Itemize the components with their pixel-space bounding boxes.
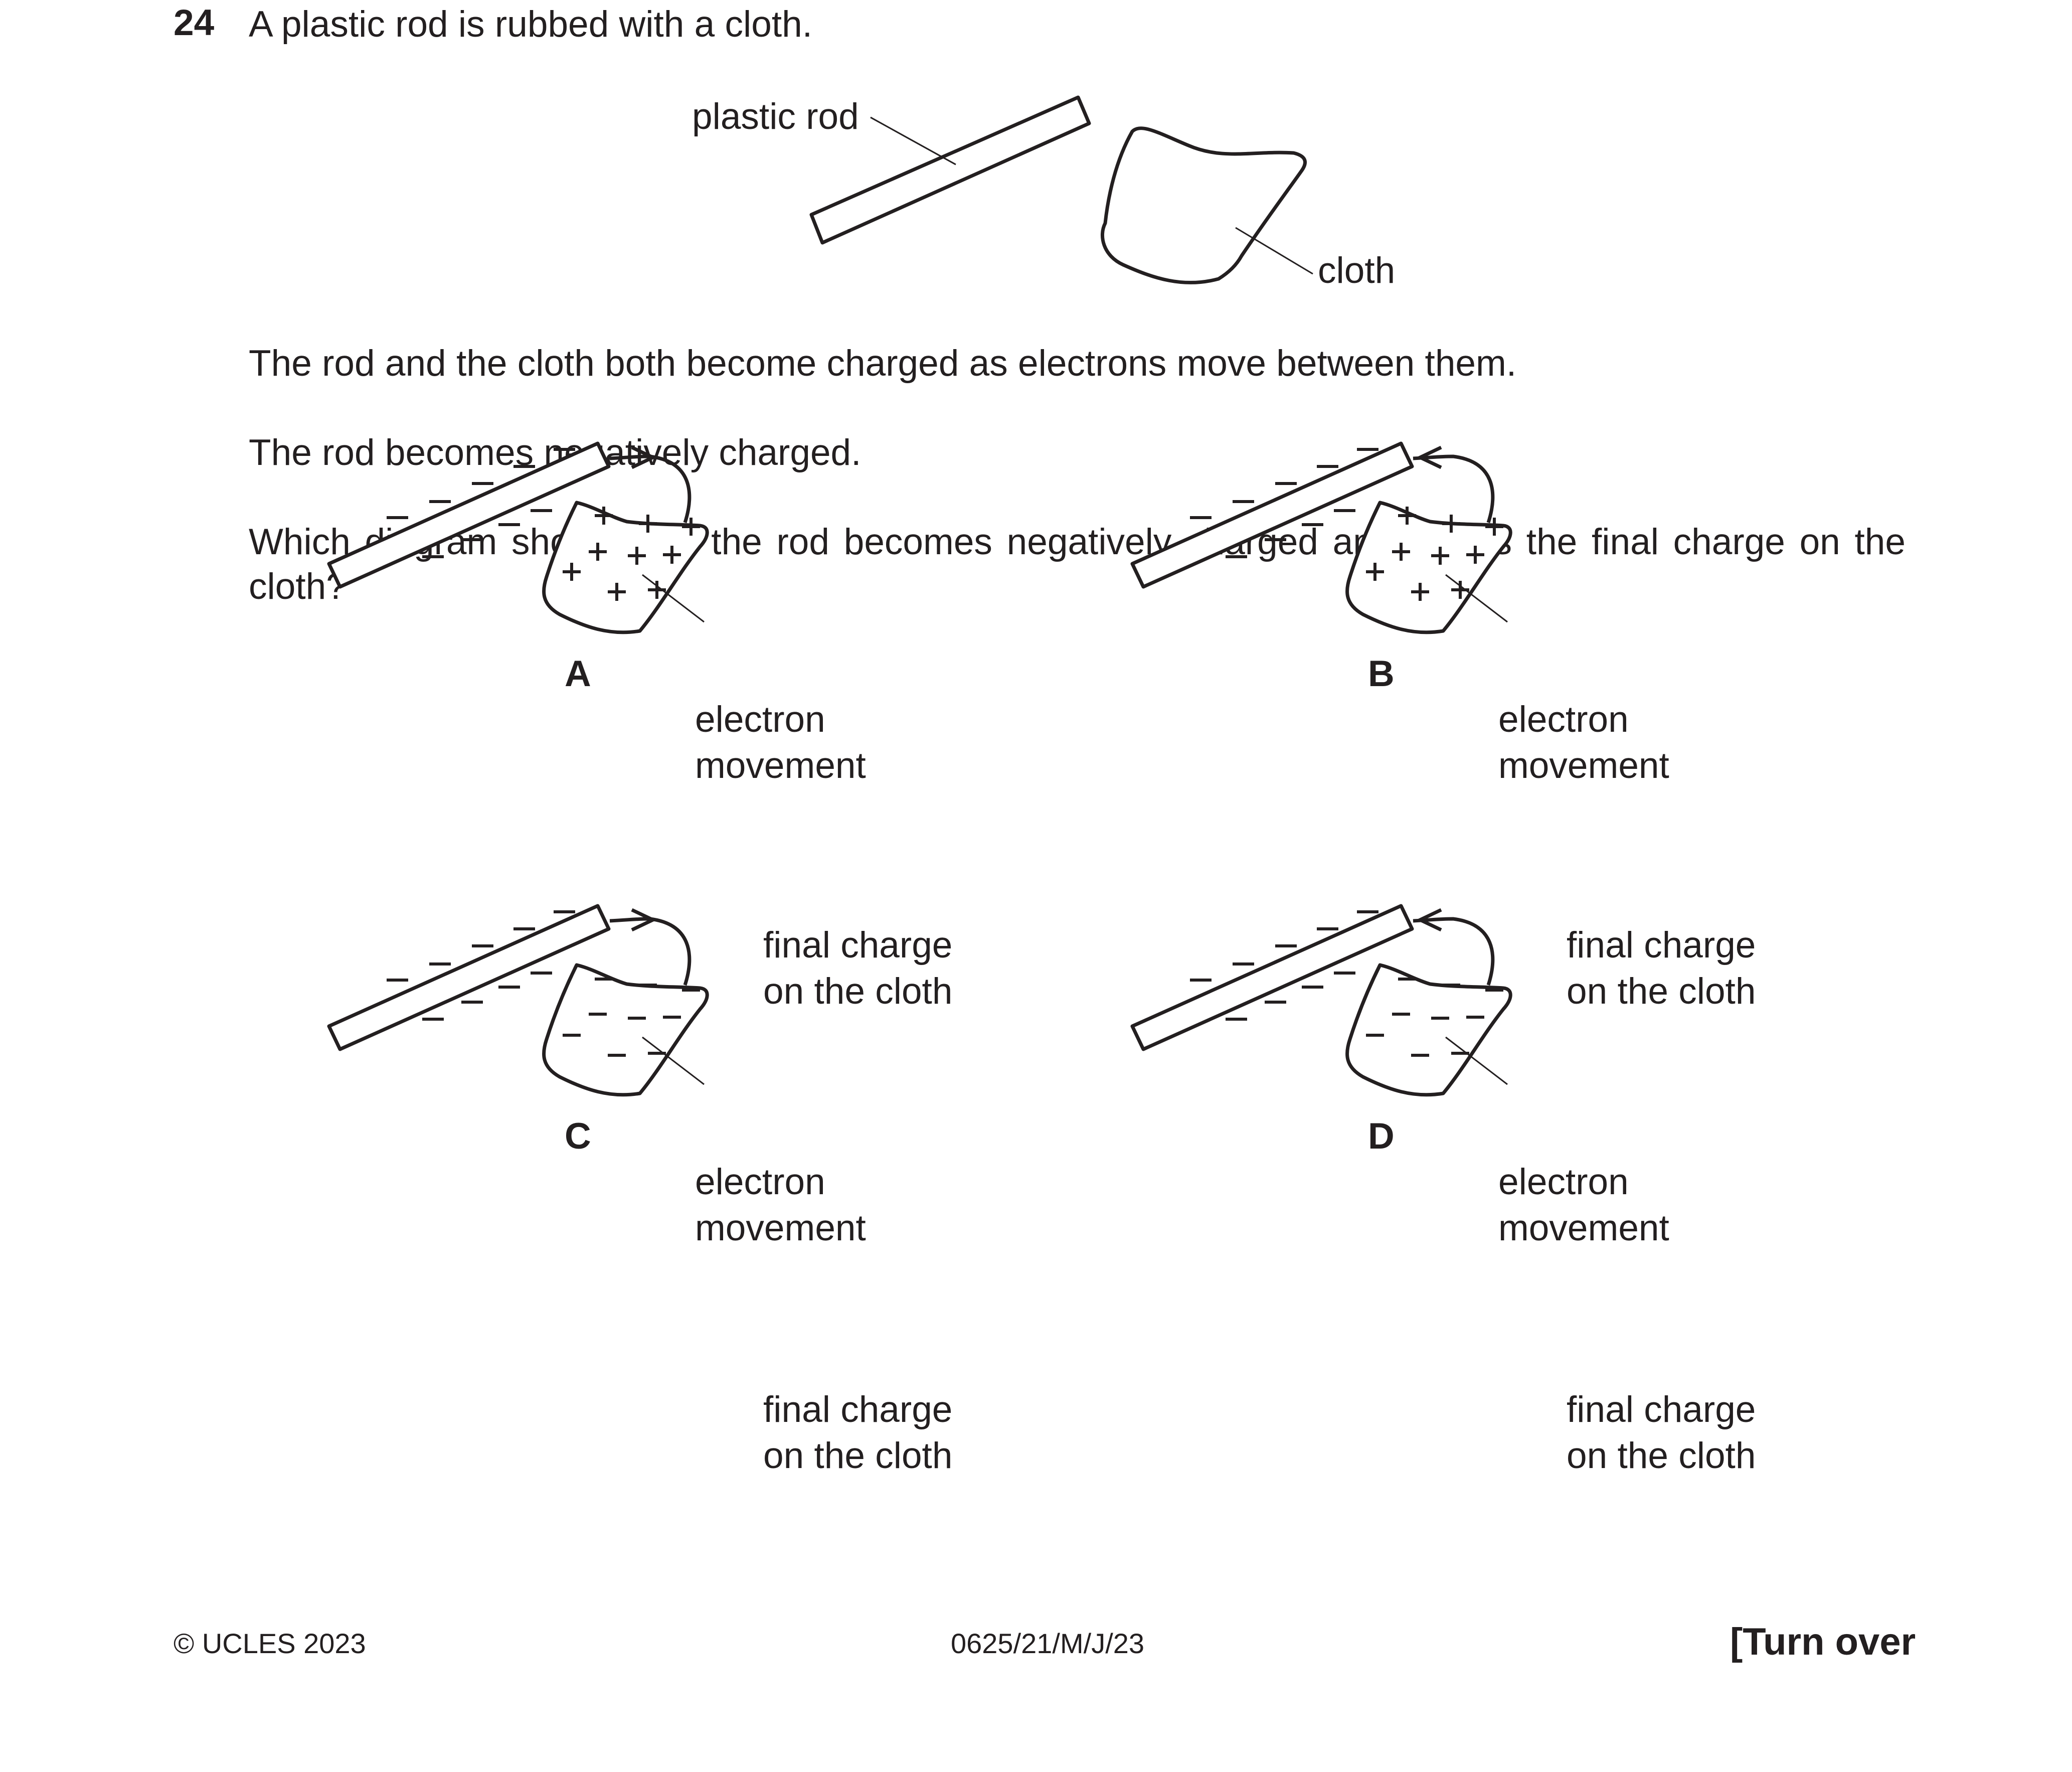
turn-over-label: [Turn over bbox=[1730, 1621, 1916, 1663]
electron-arrow bbox=[609, 917, 692, 986]
footer-copyright: © UCLES 2023 bbox=[174, 1628, 366, 1659]
paragraph-electrons-move: The rod and the cloth both become charge… bbox=[249, 343, 1517, 384]
option-b-diagram bbox=[1132, 443, 1510, 632]
cloth-label: cloth bbox=[1318, 250, 1396, 291]
option-d-diagram bbox=[1132, 906, 1510, 1095]
option-d-arrow-label-1: electron bbox=[1498, 1162, 1629, 1202]
minus-charges bbox=[563, 978, 700, 1057]
option-c-arrow-label-1: electron bbox=[695, 1162, 825, 1202]
option-c-arrow-label-2: movement bbox=[695, 1208, 866, 1248]
cloth-outline bbox=[1100, 126, 1307, 284]
option-d-arrow-label-2: movement bbox=[1498, 1208, 1669, 1248]
arrowhead-to-rod bbox=[1416, 445, 1442, 469]
option-c-diagram bbox=[329, 906, 707, 1095]
option-a-cloth-label-2: on the cloth bbox=[763, 971, 953, 1012]
electron-arrow bbox=[609, 454, 692, 524]
question-prompt: Which diagram shows how the rod becomes … bbox=[249, 522, 1906, 607]
option-d-letter[interactable]: D bbox=[1368, 1116, 1395, 1157]
plastic-rod-label: plastic rod bbox=[692, 96, 859, 137]
option-a-cloth-label-1: final charge bbox=[763, 925, 953, 965]
option-a-diagram bbox=[329, 426, 707, 632]
electron-arrow bbox=[1413, 454, 1495, 524]
question-stem: A plastic rod is rubbed with a cloth. bbox=[249, 4, 812, 45]
option-b-cloth-label-2: on the cloth bbox=[1567, 971, 1756, 1012]
option-c-cloth-label-2: on the cloth bbox=[763, 1435, 953, 1476]
footer-paper-code: 0625/21/M/J/23 bbox=[951, 1628, 1145, 1659]
question-number: 24 bbox=[174, 3, 215, 43]
option-b-cloth-label-1: final charge bbox=[1567, 925, 1756, 965]
option-b-letter[interactable]: B bbox=[1368, 654, 1395, 694]
electron-arrow bbox=[1413, 917, 1495, 986]
minus-charges bbox=[1366, 978, 1503, 1057]
option-b-arrow-label-1: electron bbox=[1498, 699, 1629, 740]
plastic-rod bbox=[809, 95, 1091, 245]
arrowhead-to-cloth bbox=[631, 445, 657, 469]
option-d-cloth-label-1: final charge bbox=[1567, 1389, 1756, 1430]
option-a-arrow-label-2: movement bbox=[695, 745, 866, 786]
arrowhead-to-rod bbox=[1416, 908, 1442, 932]
rod-and-cloth-diagram bbox=[809, 95, 1313, 284]
rod-leader-line bbox=[870, 116, 956, 166]
option-d-cloth-label-2: on the cloth bbox=[1567, 1435, 1756, 1476]
option-c-letter[interactable]: C bbox=[565, 1116, 591, 1157]
plus-charges bbox=[1366, 507, 1503, 601]
option-b-arrow-label-2: movement bbox=[1498, 745, 1669, 786]
cloth-leader-line bbox=[1235, 227, 1313, 275]
arrowhead-to-cloth bbox=[631, 908, 657, 932]
option-a-arrow-label-1: electron bbox=[695, 699, 825, 740]
option-c-cloth-label-1: final charge bbox=[763, 1389, 953, 1430]
option-a-letter[interactable]: A bbox=[565, 654, 591, 694]
plus-charges bbox=[563, 507, 700, 601]
